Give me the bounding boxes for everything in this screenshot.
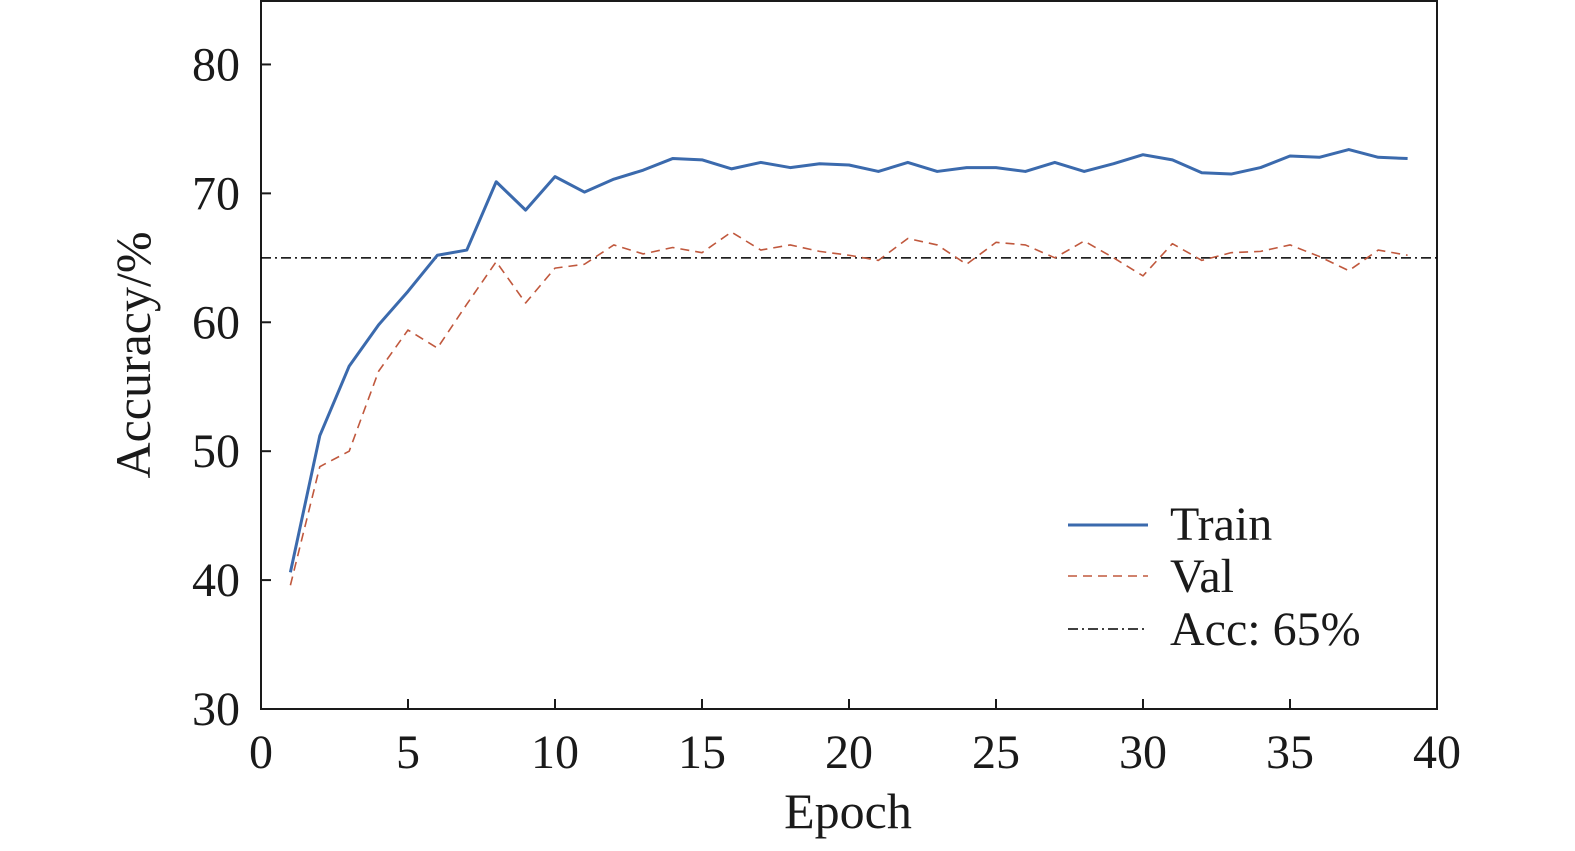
- x-tick-label: 0: [249, 726, 273, 779]
- x-tick-label: 35: [1266, 726, 1314, 779]
- y-tick-label: 60: [192, 296, 240, 349]
- legend-label-val: Val: [1170, 550, 1234, 603]
- x-tick-label: 5: [396, 726, 420, 779]
- y-tick-label: 30: [192, 683, 240, 736]
- legend-label-train: Train: [1170, 498, 1272, 551]
- legend: Train Val Acc: 65%: [1068, 498, 1361, 656]
- y-axis-label: Accuracy/%: [105, 231, 161, 478]
- series-line-val: [289, 231, 1408, 586]
- y-tick-label: 80: [192, 38, 240, 91]
- x-tick-label: 30: [1119, 726, 1167, 779]
- x-tick-label: 25: [972, 726, 1020, 779]
- y-tick-label: 70: [192, 167, 240, 220]
- x-tick-label: 15: [678, 726, 726, 779]
- x-tick-label: 40: [1413, 726, 1461, 779]
- series-line-train: [288, 148, 1408, 573]
- y-tick-label: 50: [192, 425, 240, 478]
- x-tick-label: 10: [531, 726, 579, 779]
- y-tick-label: 40: [192, 554, 240, 607]
- x-tick-label: 20: [825, 726, 873, 779]
- x-axis-label: Epoch: [784, 783, 912, 839]
- legend-label-acc: Acc: 65%: [1170, 603, 1361, 656]
